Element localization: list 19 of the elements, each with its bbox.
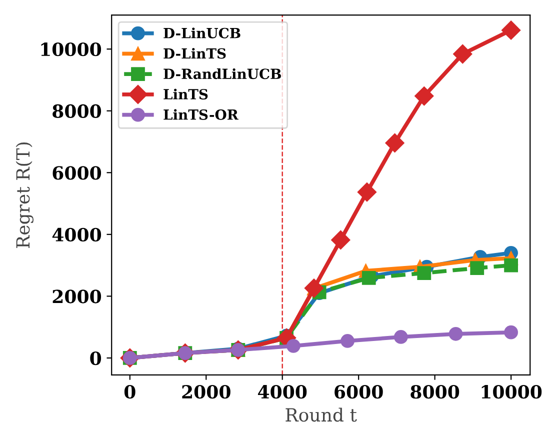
y-axis-title: Regret R(T): [16, 142, 34, 248]
x-tick-label: 6000: [334, 385, 383, 399]
legend-label: D-RandLinUCB: [164, 68, 281, 80]
y-tick-label: 4000: [52, 228, 102, 242]
x-tick-label: 0: [124, 385, 136, 399]
x-axis-title: Round t: [286, 408, 357, 422]
x-tick-label: 2000: [182, 385, 230, 399]
legend-label: D-LinTS: [164, 48, 226, 59]
y-tick-label: 10000: [41, 42, 102, 56]
x-tick-label: 4000: [258, 385, 307, 399]
y-tick-label: 2000: [52, 290, 102, 304]
x-tick-label: 10000: [482, 385, 542, 399]
legend-label: LinTS: [164, 88, 208, 100]
legend-label: D-LinUCB: [164, 28, 240, 38]
x-tick-label: 8000: [410, 385, 460, 399]
y-tick-label: 0: [90, 351, 102, 366]
y-tick-label: 6000: [52, 166, 102, 180]
legend-label: LinTS-OR: [164, 109, 238, 120]
y-tick-label: 8000: [52, 104, 102, 118]
